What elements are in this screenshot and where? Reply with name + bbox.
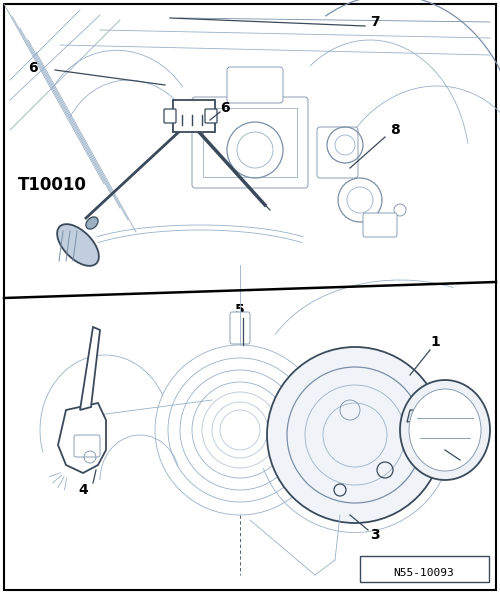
Text: 4: 4 — [78, 483, 88, 497]
Polygon shape — [58, 403, 106, 473]
Text: 6: 6 — [28, 61, 38, 75]
Text: 1: 1 — [430, 335, 440, 349]
FancyBboxPatch shape — [360, 556, 489, 582]
FancyBboxPatch shape — [192, 97, 308, 188]
FancyBboxPatch shape — [230, 312, 250, 344]
Ellipse shape — [409, 389, 481, 471]
FancyBboxPatch shape — [363, 213, 397, 237]
Text: T10010: T10010 — [18, 176, 87, 194]
Text: 8: 8 — [390, 123, 400, 137]
Text: 3: 3 — [370, 528, 380, 542]
Text: N55-10093: N55-10093 — [394, 568, 454, 578]
Polygon shape — [407, 410, 435, 422]
FancyBboxPatch shape — [173, 100, 215, 132]
FancyBboxPatch shape — [74, 435, 100, 457]
FancyBboxPatch shape — [227, 67, 283, 103]
Circle shape — [267, 347, 443, 523]
FancyBboxPatch shape — [205, 109, 217, 123]
Polygon shape — [80, 327, 100, 410]
FancyBboxPatch shape — [317, 127, 358, 178]
FancyBboxPatch shape — [203, 108, 297, 177]
Text: 2: 2 — [462, 448, 472, 462]
Text: 7: 7 — [370, 15, 380, 29]
FancyBboxPatch shape — [164, 109, 176, 123]
Text: 5: 5 — [235, 303, 245, 317]
Ellipse shape — [86, 217, 98, 229]
Ellipse shape — [400, 380, 490, 480]
Ellipse shape — [57, 224, 99, 266]
Text: 6: 6 — [220, 101, 230, 115]
